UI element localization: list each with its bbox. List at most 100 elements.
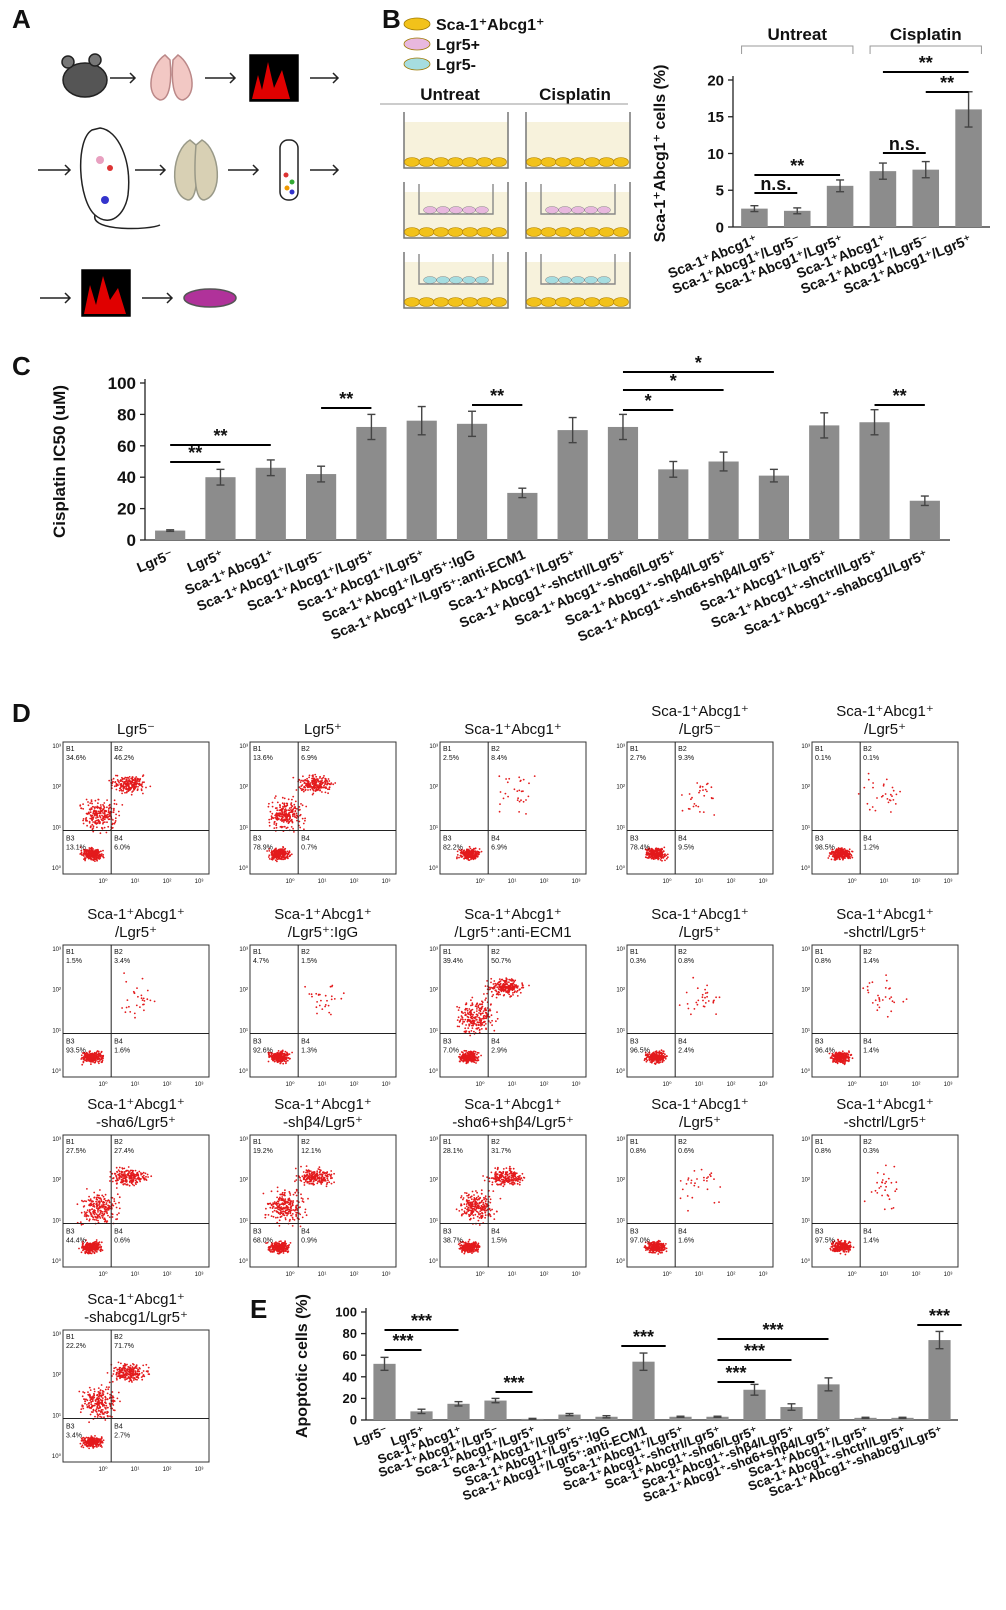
dot xyxy=(271,813,273,815)
dot xyxy=(91,799,93,801)
dot xyxy=(285,1059,287,1061)
dot xyxy=(869,982,871,984)
x-tick-label: 10² xyxy=(727,879,736,885)
dot xyxy=(318,788,320,790)
dot xyxy=(868,992,870,994)
cell xyxy=(492,298,507,307)
dot xyxy=(100,1054,102,1056)
dot xyxy=(514,991,516,993)
dot xyxy=(522,985,524,987)
dot xyxy=(299,786,301,788)
dot xyxy=(329,787,331,789)
dot xyxy=(116,803,118,805)
dot xyxy=(862,987,864,989)
dot xyxy=(467,1062,469,1064)
dot xyxy=(688,808,690,810)
dot xyxy=(271,817,273,819)
significance-label: n.s. xyxy=(760,174,791,194)
dot xyxy=(316,1001,318,1003)
dot xyxy=(697,1004,699,1006)
dot xyxy=(289,854,291,856)
dot xyxy=(85,1060,87,1062)
dot xyxy=(664,854,666,856)
dot xyxy=(102,820,104,822)
dot xyxy=(515,985,517,987)
dot xyxy=(504,989,506,991)
dot xyxy=(840,1058,842,1060)
dot xyxy=(473,853,475,855)
dot xyxy=(875,999,877,1001)
dot xyxy=(470,1016,472,1018)
dot xyxy=(118,815,120,817)
dot xyxy=(890,996,892,998)
dot xyxy=(475,1019,477,1021)
quadrant-name: B2 xyxy=(114,949,123,956)
dot xyxy=(475,852,477,854)
dot xyxy=(491,991,493,993)
dot xyxy=(707,783,709,785)
x-tick-label: Lgr5⁻ xyxy=(134,546,175,575)
dot xyxy=(325,792,327,794)
dot xyxy=(123,787,125,789)
dot xyxy=(114,781,116,783)
dot xyxy=(88,854,90,856)
dot xyxy=(842,1058,844,1060)
dot xyxy=(128,785,130,787)
dot xyxy=(707,992,709,994)
dot xyxy=(90,825,92,827)
dot xyxy=(306,778,308,780)
dot xyxy=(306,783,308,785)
dot xyxy=(472,1009,474,1011)
plot-title: Sca-1⁺Abcg1⁺ xyxy=(464,906,562,923)
dot xyxy=(289,818,291,820)
quadrant-percent: 2.4% xyxy=(678,1047,694,1054)
dot xyxy=(129,780,131,782)
dot xyxy=(97,799,99,801)
dot xyxy=(466,858,468,860)
dot xyxy=(646,851,648,853)
dot xyxy=(480,1022,482,1024)
cell xyxy=(570,228,585,237)
dot xyxy=(101,815,103,817)
dot xyxy=(284,806,286,808)
dot xyxy=(483,1010,485,1012)
dot xyxy=(137,996,139,998)
quadrant-name: B1 xyxy=(443,746,452,753)
dot xyxy=(284,809,286,811)
x-tick-label: 10³ xyxy=(195,879,204,885)
dot xyxy=(99,822,101,824)
dot xyxy=(91,858,93,860)
y-tick-label: 80 xyxy=(343,1326,357,1341)
dot xyxy=(283,855,285,857)
dot xyxy=(100,817,102,819)
cell xyxy=(599,298,614,307)
x-tick-label: 10² xyxy=(540,1082,549,1088)
dot xyxy=(277,1059,279,1061)
plot-title: -shα6/Lgr5⁺ xyxy=(96,1114,176,1131)
dot xyxy=(489,988,491,990)
dot xyxy=(128,778,130,780)
dot xyxy=(467,850,469,852)
dot xyxy=(517,799,519,801)
dot xyxy=(89,821,91,823)
dot xyxy=(507,781,509,783)
dot xyxy=(485,1023,487,1025)
dot xyxy=(485,1028,487,1030)
dot xyxy=(91,803,93,805)
dot xyxy=(303,828,305,830)
plot-title: Sca-1⁺Abcg1⁺ xyxy=(274,906,372,923)
dot xyxy=(99,1244,101,1246)
dot xyxy=(89,1058,91,1060)
dot xyxy=(135,784,137,786)
significance-label: ** xyxy=(790,156,804,176)
dot xyxy=(846,1053,848,1055)
dot xyxy=(847,857,849,859)
bar xyxy=(558,430,588,540)
dot xyxy=(480,1055,482,1057)
cell xyxy=(559,207,572,214)
dot xyxy=(85,855,87,857)
dot xyxy=(289,850,291,852)
dot xyxy=(845,1055,847,1057)
dot xyxy=(842,849,844,851)
y-tick-label: 10³ xyxy=(239,744,248,750)
